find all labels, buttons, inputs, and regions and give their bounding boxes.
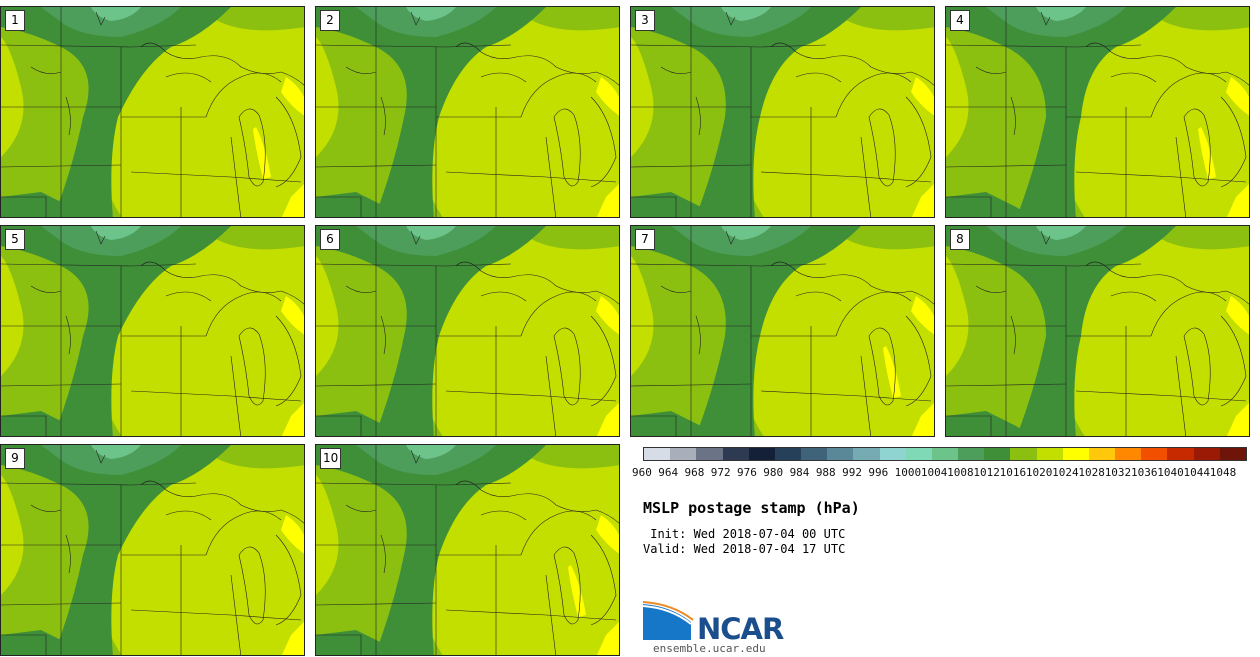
ensemble-member-panel: 2 xyxy=(315,6,620,218)
colorbar-swatch xyxy=(931,448,959,460)
colorbar-tick-label: 988 xyxy=(815,466,836,479)
colorbar-swatch xyxy=(670,448,697,460)
member-number: 3 xyxy=(635,10,655,31)
ensemble-member-panel: 6 xyxy=(315,225,620,437)
colorbar-swatch xyxy=(984,448,1011,460)
colorbar-tick-label: 1032 xyxy=(1104,466,1132,479)
colorbar-swatch xyxy=(696,448,723,460)
colorbar-swatch xyxy=(748,448,775,460)
colorbar-swatch xyxy=(1167,448,1194,460)
ensemble-member-panel: 10 xyxy=(315,444,620,656)
colorbar-swatch xyxy=(1141,448,1168,460)
member-number: 1 xyxy=(5,10,25,31)
colorbar-tick-label: 1040 xyxy=(1157,466,1184,479)
colorbar-tick-label: 968 xyxy=(684,466,705,479)
colorbar-swatch xyxy=(1036,448,1063,460)
colorbar-tick-label: 1028 xyxy=(1078,466,1105,479)
ensemble-member-panel: 1 xyxy=(0,6,305,218)
ensemble-member-panel: 7 xyxy=(630,225,935,437)
colorbar-tick-label: 1012 xyxy=(973,466,1000,479)
colorbar-swatch xyxy=(1193,448,1220,460)
colorbar-tick-label: 976 xyxy=(737,466,757,479)
colorbar-swatch xyxy=(1115,448,1142,460)
colorbar-tick-label: 1036 xyxy=(1130,466,1158,479)
colorbar-swatch xyxy=(827,448,854,460)
colorbar xyxy=(643,447,1247,461)
colorbar-tick-label: 1004 xyxy=(920,466,948,479)
colorbar-tick-label: 1008 xyxy=(947,466,974,479)
logo-text: NCAR xyxy=(697,612,784,646)
colorbar-tick-label: 1000 xyxy=(894,466,922,479)
ensemble-member-panel: 5 xyxy=(0,225,305,437)
colorbar-swatch xyxy=(879,448,906,460)
colorbar-swatch xyxy=(1062,448,1089,460)
ensemble-member-panel: 4 xyxy=(945,6,1250,218)
colorbar-swatch xyxy=(1010,448,1037,460)
colorbar-swatch xyxy=(801,448,828,460)
colorbar-tick-label: 1016 xyxy=(999,466,1027,479)
colorbar-swatch xyxy=(958,448,985,460)
colorbar-swatch xyxy=(905,448,932,460)
colorbar-tick-label: 992 xyxy=(842,466,862,479)
colorbar-swatch xyxy=(722,448,749,460)
colorbar-tick-label: 960 xyxy=(632,466,652,479)
colorbar-ticks: 960 964 968 972 976 980 984 988 992 996 1000 1004 10… xyxy=(632,466,1252,480)
colorbar-tick-label: 1048 xyxy=(1209,466,1237,479)
colorbar-swatch xyxy=(853,448,880,460)
website-url[interactable]: ensemble.ucar.edu xyxy=(653,642,766,655)
member-number: 6 xyxy=(320,229,340,250)
member-number: 5 xyxy=(5,229,25,250)
colorbar-tick-label: 1020 xyxy=(1025,466,1053,479)
ensemble-member-panel: 8 xyxy=(945,225,1250,437)
member-number: 7 xyxy=(635,229,655,250)
colorbar-tick-label: 972 xyxy=(710,466,731,479)
colorbar-tick-label: 984 xyxy=(789,466,810,479)
member-number: 8 xyxy=(950,229,970,250)
ncar-logo-icon xyxy=(643,601,694,640)
valid-time: Valid: Wed 2018-07-04 17 UTC xyxy=(643,542,846,556)
plot-title: MSLP postage stamp (hPa) xyxy=(643,499,860,517)
member-number: 10 xyxy=(320,448,342,469)
colorbar-tick-label: 1024 xyxy=(1052,466,1079,479)
colorbar-swatch xyxy=(774,448,802,460)
colorbar-tick-label: 980 xyxy=(763,466,784,479)
init-time: Init: Wed 2018-07-04 00 UTC xyxy=(643,527,846,541)
colorbar-tick-label: 1044 xyxy=(1183,466,1210,479)
member-number: 4 xyxy=(950,10,970,31)
colorbar-tick-label: 996 xyxy=(868,466,889,479)
colorbar-swatch xyxy=(1088,448,1116,460)
colorbar-tick-label: 964 xyxy=(658,466,679,479)
ensemble-member-panel: 9 xyxy=(0,444,305,656)
ensemble-member-panel: 3 xyxy=(630,6,935,218)
colorbar-swatch xyxy=(1219,448,1246,460)
member-number: 2 xyxy=(320,10,340,31)
member-number: 9 xyxy=(5,448,25,469)
colorbar-swatch xyxy=(644,448,671,460)
